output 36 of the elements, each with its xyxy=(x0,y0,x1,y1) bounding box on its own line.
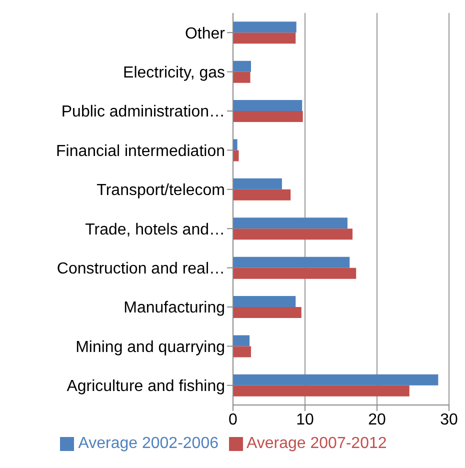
bar xyxy=(233,374,438,386)
bar xyxy=(233,111,303,122)
y-tick-label: Construction and real… xyxy=(56,260,225,278)
bar xyxy=(233,22,296,33)
bar xyxy=(233,385,410,396)
y-tick-label: Other xyxy=(184,25,226,42)
bar xyxy=(233,268,356,279)
bar xyxy=(233,189,291,200)
x-tick-label: 20 xyxy=(368,411,386,428)
legend-label: Average 2002-2006 xyxy=(78,435,218,452)
y-tick-label: Financial intermediation xyxy=(56,142,225,160)
x-tick-label: 30 xyxy=(440,411,458,428)
bar xyxy=(233,150,239,162)
bar xyxy=(233,307,302,318)
y-tick-label: Agriculture and fishing xyxy=(66,378,225,396)
x-tick-label: 0 xyxy=(228,411,238,428)
y-tick-label: Electricity, gas xyxy=(123,64,225,82)
bar xyxy=(233,100,302,112)
bar xyxy=(233,139,238,150)
y-tick-label: Trade, hotels and… xyxy=(85,221,225,238)
bar xyxy=(233,72,250,83)
bar xyxy=(233,32,296,44)
bar xyxy=(233,335,250,346)
bar xyxy=(233,60,251,72)
y-tick-label: Manufacturing xyxy=(124,300,225,317)
legend-label: Average 2007-2012 xyxy=(246,435,387,452)
y-tick-label: Public administration… xyxy=(61,104,225,121)
bar xyxy=(233,346,251,358)
bar xyxy=(233,256,350,268)
bar xyxy=(233,228,353,240)
y-tick-label: Transport/telecom xyxy=(96,182,225,200)
y-tick-label: Mining and quarrying xyxy=(76,338,225,356)
bar xyxy=(233,296,296,308)
x-tick-label: 10 xyxy=(296,411,314,428)
bar xyxy=(233,178,282,190)
bar xyxy=(233,218,348,229)
